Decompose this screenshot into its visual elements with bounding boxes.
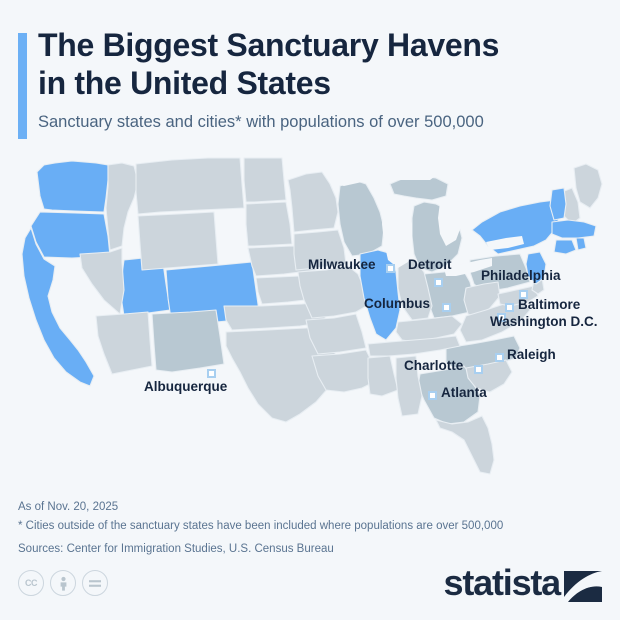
cc-by-attribution-icon[interactable] bbox=[50, 570, 76, 596]
state-maryland bbox=[497, 285, 539, 307]
us-map-svg bbox=[21, 157, 603, 475]
city-label-albuquerque: Albuquerque bbox=[144, 379, 228, 394]
state-nevada bbox=[79, 247, 125, 315]
state-tennessee bbox=[367, 335, 461, 357]
state-new-jersey bbox=[525, 251, 547, 285]
bottom-bar: CC statista bbox=[0, 560, 620, 620]
city-label-washington-dc: Washington D.C. bbox=[490, 314, 598, 329]
state-vermont bbox=[549, 187, 567, 221]
state-georgia bbox=[417, 365, 481, 425]
city-marker-philadelphia bbox=[519, 290, 528, 299]
lake-huron bbox=[438, 196, 462, 246]
as-of-date: As of Nov. 20, 2025 bbox=[18, 501, 119, 513]
title-accent-bar bbox=[18, 33, 27, 139]
state-oregon bbox=[30, 211, 111, 259]
city-label-atlanta: Atlanta bbox=[441, 385, 487, 400]
city-marker-washington-dc bbox=[497, 313, 506, 322]
page-title-line-2: in the United States bbox=[38, 65, 331, 101]
state-washington bbox=[36, 160, 109, 213]
city-label-philadelphia: Philadelphia bbox=[481, 268, 561, 283]
state-new-mexico bbox=[151, 309, 225, 373]
state-west-virginia bbox=[463, 281, 501, 319]
city-marker-detroit bbox=[434, 278, 443, 287]
state-connecticut bbox=[553, 239, 577, 255]
city-label-baltimore: Baltimore bbox=[518, 297, 581, 312]
lake-michigan bbox=[382, 200, 412, 268]
state-idaho bbox=[105, 162, 139, 251]
state-wisconsin bbox=[337, 179, 385, 257]
state-mississippi bbox=[367, 355, 399, 397]
equals-icon bbox=[89, 579, 101, 587]
state-missouri bbox=[297, 265, 371, 319]
city-marker-milwaukee bbox=[386, 264, 395, 273]
state-indiana bbox=[397, 259, 433, 321]
great-lakes bbox=[334, 164, 524, 276]
us-map: Milwaukee Detroit Columbus Philadelphia … bbox=[0, 150, 620, 490]
state-florida bbox=[435, 415, 495, 475]
state-kentucky bbox=[395, 315, 463, 343]
city-marker-columbus bbox=[442, 303, 451, 312]
city-marker-charlotte bbox=[474, 365, 483, 374]
state-maine bbox=[573, 163, 603, 209]
city-marker-atlanta bbox=[428, 391, 437, 400]
state-alabama bbox=[395, 355, 423, 417]
state-minnesota bbox=[287, 171, 339, 233]
cc-icon-label: CC bbox=[25, 578, 38, 588]
city-label-milwaukee: Milwaukee bbox=[308, 257, 376, 272]
cc-icon[interactable]: CC bbox=[18, 570, 44, 596]
title-block: The Biggest Sanctuary Havens in the Unit… bbox=[38, 26, 610, 133]
city-label-charlotte: Charlotte bbox=[404, 358, 464, 373]
person-icon bbox=[60, 576, 66, 591]
cc-nd-no-derivatives-icon[interactable] bbox=[82, 570, 108, 596]
state-massachusetts bbox=[551, 219, 597, 239]
state-rhode-island bbox=[575, 237, 587, 251]
city-label-columbus: Columbus bbox=[364, 296, 430, 311]
city-label-detroit: Detroit bbox=[408, 257, 452, 272]
creative-commons-icons: CC bbox=[18, 570, 108, 596]
statista-mark-icon bbox=[564, 571, 602, 602]
page-subtitle: Sanctuary states and cities* with popula… bbox=[38, 113, 484, 131]
state-north-dakota bbox=[243, 157, 287, 203]
city-marker-baltimore bbox=[505, 303, 514, 312]
map-states bbox=[21, 157, 603, 475]
state-wyoming bbox=[137, 211, 219, 271]
state-iowa bbox=[293, 229, 347, 271]
lake-erie bbox=[444, 258, 492, 276]
state-california bbox=[21, 227, 95, 387]
lake-ontario bbox=[486, 236, 524, 250]
lake-superior bbox=[334, 164, 438, 186]
city-marker-albuquerque bbox=[207, 369, 216, 378]
city-marker-raleigh bbox=[495, 353, 504, 362]
footnote: * Cities outside of the sanctuary states… bbox=[18, 520, 504, 532]
state-arkansas bbox=[305, 313, 367, 355]
header: The Biggest Sanctuary Havens in the Unit… bbox=[0, 0, 620, 150]
state-montana bbox=[135, 157, 245, 215]
footer-notes: As of Nov. 20, 2025 * Cities outside of … bbox=[18, 498, 608, 559]
state-arizona bbox=[95, 311, 153, 375]
statista-logo[interactable]: statista bbox=[444, 564, 602, 602]
sources: Sources: Center for Immigration Studies,… bbox=[18, 543, 334, 555]
statista-wordmark: statista bbox=[443, 562, 562, 603]
page-title-line-1: The Biggest Sanctuary Havens bbox=[38, 27, 500, 63]
city-label-raleigh: Raleigh bbox=[507, 347, 556, 362]
state-south-dakota bbox=[245, 201, 293, 247]
